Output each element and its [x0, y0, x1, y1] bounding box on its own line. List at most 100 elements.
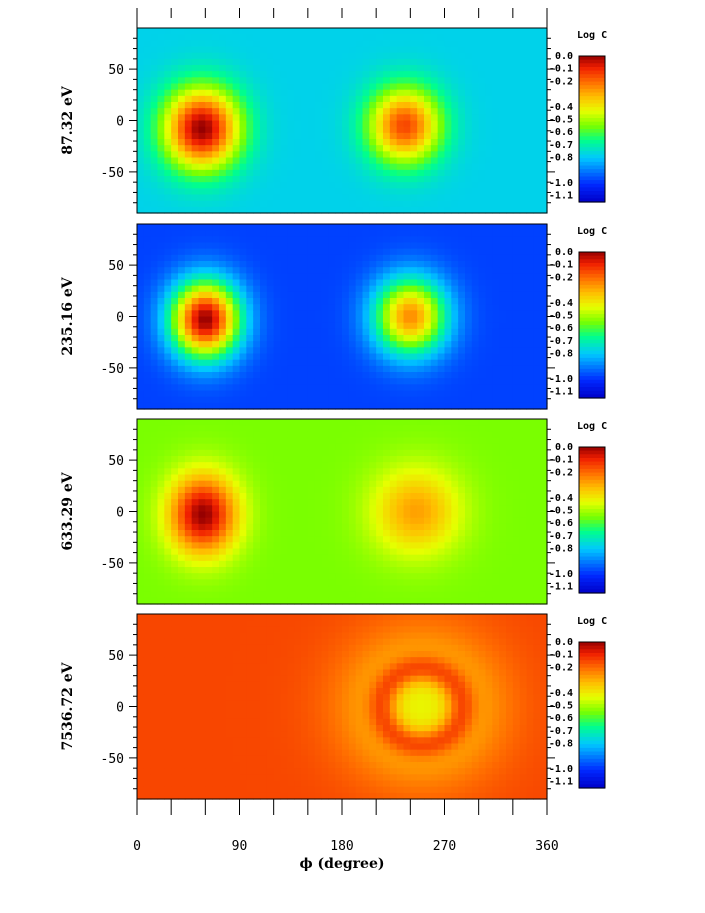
- heatmap-cell: [499, 322, 507, 330]
- heatmap-cell: [137, 347, 145, 355]
- heatmap-cell: [369, 182, 377, 189]
- heatmap-cell: [437, 151, 446, 159]
- heatmap-cell: [219, 34, 227, 41]
- heatmap-cell: [540, 224, 548, 231]
- heatmap-cell: [150, 224, 159, 231]
- heatmap-cell: [506, 347, 514, 355]
- heatmap-cell: [465, 182, 473, 189]
- heatmap-cell: [184, 396, 193, 404]
- heatmap-cell: [362, 114, 370, 122]
- heatmap-cell: [424, 46, 432, 54]
- heatmap-cell: [389, 139, 398, 146]
- heatmap-cell: [430, 200, 439, 208]
- heatmap-cell: [212, 83, 220, 91]
- heatmap-cell: [198, 511, 206, 519]
- heatmap-cell: [485, 65, 493, 72]
- heatmap-cell: [178, 462, 186, 469]
- heatmap-cell: [171, 365, 179, 373]
- heatmap-cell: [253, 316, 261, 324]
- heatmap-cell: [301, 188, 309, 196]
- heatmap-cell: [369, 52, 377, 60]
- heatmap-cell: [321, 261, 329, 268]
- heatmap-cell: [506, 28, 514, 35]
- heatmap-cell: [437, 261, 446, 268]
- heatmap-cell: [253, 560, 261, 568]
- heatmap-cell: [294, 390, 302, 398]
- heatmap-cell: [205, 384, 213, 392]
- heatmap-cell: [198, 254, 206, 262]
- heatmap-cell: [246, 567, 254, 574]
- heatmap-cell: [246, 40, 254, 48]
- heatmap-cell: [540, 139, 548, 146]
- heatmap-cell: [355, 273, 364, 281]
- heatmap-cell: [389, 254, 398, 262]
- heatmap-cell: [499, 224, 507, 231]
- heatmap-cell: [157, 530, 165, 537]
- heatmap-cell: [294, 58, 302, 66]
- heatmap-cell: [164, 316, 172, 324]
- heatmap-cell: [314, 34, 323, 41]
- heatmap-cell: [355, 597, 364, 605]
- heatmap-cell: [465, 114, 473, 122]
- heatmap-cell: [184, 224, 193, 231]
- heatmap-cell: [512, 230, 521, 237]
- heatmap-cell: [389, 523, 398, 531]
- heatmap-cell: [362, 548, 370, 556]
- heatmap-cell: [212, 157, 220, 165]
- heatmap-cell: [171, 108, 179, 115]
- heatmap-cell: [301, 200, 309, 208]
- heatmap-cell: [225, 505, 234, 513]
- heatmap-cell: [280, 71, 288, 78]
- heatmap-cell: [328, 120, 336, 128]
- heatmap-cell: [239, 486, 247, 494]
- heatmap-cell: [273, 163, 282, 171]
- heatmap-cell: [266, 254, 275, 262]
- heatmap-cell: [232, 102, 241, 109]
- heatmap-cell: [184, 65, 193, 72]
- heatmap-cell: [191, 468, 200, 476]
- heatmap-cell: [403, 126, 411, 134]
- heatmap-cell: [335, 267, 343, 274]
- heatmap-cell: [526, 261, 534, 268]
- heatmap-cell: [301, 462, 309, 469]
- heatmap-cell: [465, 40, 473, 48]
- colorbar-swatch: [579, 96, 605, 101]
- heatmap-cell: [355, 261, 364, 268]
- heatmap-cell: [478, 347, 487, 355]
- heatmap-cell: [465, 316, 473, 324]
- heatmap-cell: [307, 536, 316, 543]
- heatmap-cell: [137, 316, 145, 324]
- heatmap-cell: [424, 71, 432, 78]
- heatmap-cell: [389, 486, 398, 494]
- heatmap-cell: [362, 28, 370, 35]
- heatmap-cell: [396, 548, 405, 556]
- heatmap-cell: [164, 390, 172, 398]
- heatmap-cell: [137, 194, 145, 202]
- heatmap-cell: [362, 365, 370, 373]
- heatmap-cell: [362, 517, 370, 525]
- heatmap-cell: [424, 157, 432, 165]
- heatmap-cell: [376, 390, 384, 398]
- heatmap-cell: [506, 230, 514, 237]
- heatmap-cell: [403, 40, 411, 48]
- heatmap-cell: [164, 511, 172, 519]
- heatmap-cell: [191, 511, 200, 519]
- heatmap-cell: [253, 95, 261, 103]
- heatmap-cell: [280, 224, 288, 231]
- heatmap-cell: [533, 285, 541, 293]
- heatmap-cell: [239, 279, 247, 287]
- heatmap-cell: [396, 322, 405, 330]
- heatmap-cell: [348, 517, 357, 525]
- heatmap-cell: [260, 102, 268, 109]
- heatmap-cell: [273, 523, 282, 531]
- heatmap-cell: [239, 322, 247, 330]
- heatmap-cell: [417, 267, 425, 274]
- heatmap-cell: [273, 108, 282, 115]
- heatmap-cell: [137, 585, 145, 593]
- heatmap-cell: [444, 353, 452, 361]
- heatmap-cell: [150, 384, 159, 392]
- heatmap-cell: [369, 273, 377, 281]
- heatmap-cell: [348, 530, 357, 537]
- colorbar: Log C0.0-0.1-0.2-0.4-0.5-0.6-0.7-0.8-1.0…: [549, 226, 607, 399]
- heatmap-cell: [184, 139, 193, 146]
